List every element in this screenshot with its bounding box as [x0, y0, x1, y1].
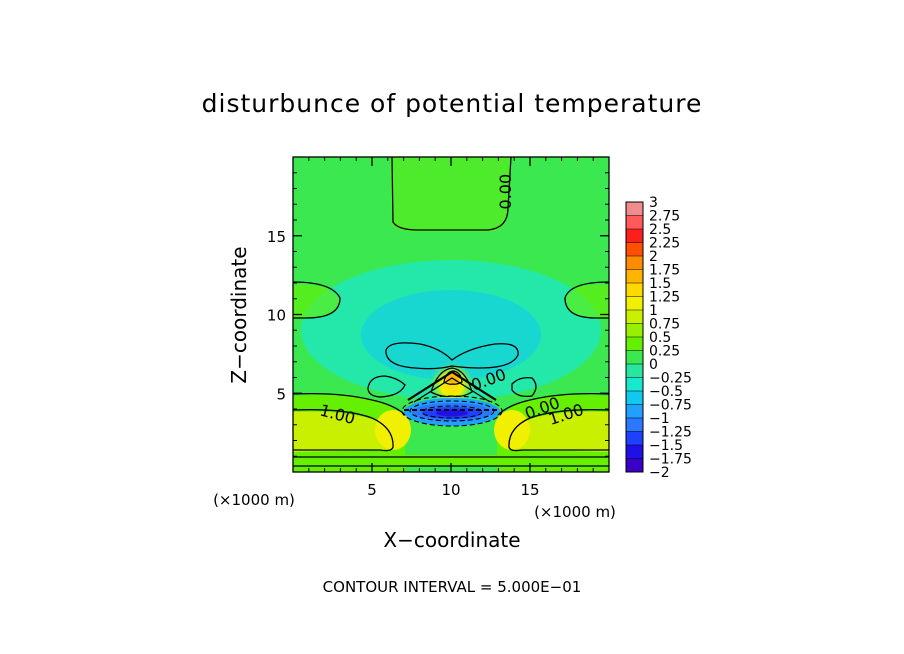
field-left-hook [375, 410, 411, 450]
contour-lower-left-1 [293, 392, 406, 416]
y-tick-label-2: 15 [267, 228, 286, 246]
contour-wedge [407, 370, 497, 401]
field-lower-band-inner-right [508, 411, 609, 452]
colorbar-level-4: 2 [649, 249, 658, 265]
contour-upper [391, 157, 512, 231]
colorbar-swatch-15 [626, 404, 643, 419]
colorbar-swatch-18 [626, 445, 643, 459]
colorbar-level-15: −0.75 [649, 398, 692, 414]
colorbar-swatch-7 [626, 296, 643, 311]
y-tick-label-1: 10 [267, 307, 286, 325]
chart-title: disturbunce of potential temperature [202, 89, 703, 118]
colorbar-swatch-14 [626, 391, 643, 405]
y-tick-label-0: 5 [276, 385, 286, 403]
colorbar-level-20: −2 [649, 465, 670, 481]
x-tick-label-2: 15 [520, 481, 539, 499]
field-upper-lobe [390, 157, 510, 232]
colorbar-swatch-3 [626, 242, 643, 257]
colorbar-level-16: −1 [649, 411, 670, 427]
x-tick-label-0: 5 [367, 481, 377, 499]
colorbar-level-13: −0.25 [649, 371, 692, 387]
field-right-hook [494, 410, 530, 450]
contour-neg-outer [401, 395, 503, 427]
field-cold-center [436, 409, 468, 417]
field-left-lobe [293, 284, 340, 318]
contour-right-side [564, 281, 609, 319]
contour-left-small [367, 375, 406, 398]
contour-lower-left-2 [293, 409, 394, 452]
x-unit-right: (×1000 m) [534, 503, 616, 521]
x-tick-label-1: 10 [441, 481, 460, 499]
contour-field [293, 157, 609, 472]
contour-warm-cap [430, 367, 473, 398]
colorbar-swatch-19 [626, 458, 643, 473]
colorbar-swatch-17 [626, 431, 643, 446]
colorbar-level-8: 1 [649, 303, 658, 319]
colorbar-swatch-10 [626, 337, 643, 351]
y-axis-label: Z−coordinate [227, 246, 251, 383]
colorbar-swatch-8 [626, 310, 643, 324]
colorbar-level-12: 0 [649, 357, 658, 373]
field-right-lobe [565, 284, 609, 318]
contour-label-0: 0.00 [496, 174, 515, 210]
colorbar-swatch-0 [626, 202, 643, 216]
colorbar-level-9: 0.75 [649, 317, 680, 333]
contour-left-side [293, 281, 341, 319]
colorbar-level-1: 2.75 [649, 209, 680, 225]
x-axis-label: X−coordinate [383, 528, 520, 552]
colorbar-level-3: 2.25 [649, 236, 680, 252]
colorbar-level-0: 3 [649, 195, 658, 211]
contour-neg-inner [421, 405, 483, 419]
contour-right-small [511, 376, 537, 398]
colorbar-level-19: −1.75 [649, 452, 692, 468]
x-unit-left: (×1000 m) [213, 491, 295, 509]
colorbar-swatch-6 [626, 283, 643, 297]
colorbar-swatch-4 [626, 256, 643, 270]
colorbar-swatch-13 [626, 377, 643, 392]
colorbar-swatch-11 [626, 350, 643, 365]
colorbar-level-7: 1.25 [649, 290, 680, 306]
colorbar-level-17: −1.25 [649, 425, 692, 441]
colorbar-swatch-5 [626, 269, 643, 284]
colorbar-level-18: −1.5 [649, 438, 683, 454]
colorbar-swatch-12 [626, 364, 643, 378]
colorbar-level-11: 0.25 [649, 344, 680, 360]
colorbar-level-5: 1.75 [649, 263, 680, 279]
contour-wedge-inner [413, 377, 491, 403]
colorbar-level-2: 2.5 [649, 222, 671, 238]
field-lower-band-inner [293, 411, 394, 452]
contour-interval-footer: CONTOUR INTERVAL = 5.000E−01 [323, 578, 582, 596]
colorbar-level-14: −0.5 [649, 384, 683, 400]
colorbar-swatch-16 [626, 418, 643, 432]
colorbar-swatch-2 [626, 229, 643, 243]
colorbar-level-6: 1.5 [649, 276, 671, 292]
colorbar-level-10: 0.5 [649, 330, 671, 346]
tick-layer: 5 10 15 5 10 15 [267, 157, 609, 499]
contour-lower-right-1 [497, 392, 609, 416]
field-cool-core [361, 290, 541, 380]
contour-butterfly [385, 342, 519, 370]
colorbar: 32.752.52.2521.751.51.2510.750.50.250−0.… [625, 195, 692, 481]
colorbar-swatch-1 [626, 215, 643, 230]
colorbar-swatch-9 [626, 323, 643, 338]
contour-lower-right-2 [508, 409, 609, 452]
contour-lines-negative [401, 395, 503, 427]
